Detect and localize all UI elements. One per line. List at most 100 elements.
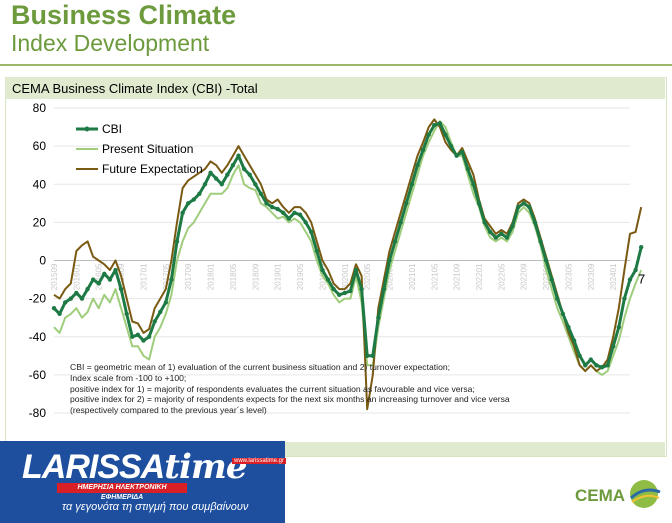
legend-label: CBI xyxy=(102,122,122,136)
x-tick-label: 202305 xyxy=(564,263,573,290)
cbi-point xyxy=(599,365,605,370)
cbi-point xyxy=(197,191,202,196)
cbi-point xyxy=(337,292,342,298)
cbi-point xyxy=(532,220,538,225)
cbi-point xyxy=(241,166,247,172)
cbi-point xyxy=(258,191,264,196)
cbi-point xyxy=(499,231,504,237)
cbi-point xyxy=(62,300,68,305)
y-tick-label: -20 xyxy=(29,292,47,306)
cbi-point xyxy=(208,170,213,176)
title-divider xyxy=(0,64,672,66)
cbi-point xyxy=(152,319,157,324)
legend-label: Future Expectation xyxy=(102,162,203,176)
cbi-point xyxy=(454,153,459,158)
x-tick-label: 201705 xyxy=(162,263,171,290)
cbi-point xyxy=(521,201,526,206)
note-line-1: CBI = geometric mean of 1) evaluation of… xyxy=(70,362,451,372)
x-tick-label: 202101 xyxy=(408,263,417,290)
cbi-point xyxy=(605,363,610,368)
cbi-point xyxy=(555,296,560,301)
cbi-point xyxy=(420,147,426,153)
cbi-point xyxy=(169,277,174,282)
cbi-point xyxy=(583,363,588,368)
cbi-point xyxy=(476,201,482,206)
x-tick-label: 201509 xyxy=(50,263,59,290)
x-tick-label: 201905 xyxy=(296,263,305,290)
cbi-point xyxy=(471,182,476,187)
cbi-point xyxy=(588,357,594,362)
cbi-point xyxy=(627,277,633,282)
cbi-point xyxy=(230,162,236,168)
cbi-point xyxy=(297,212,303,217)
cbi-point xyxy=(638,244,644,250)
series-line-1 xyxy=(53,120,643,376)
logo-tagline: τα γεγονότα τη στιγμή που συμβαίνουν xyxy=(62,501,249,513)
cbi-point xyxy=(74,290,79,296)
cbi-point xyxy=(392,239,398,244)
cbi-point xyxy=(281,210,286,216)
page-title: Business Climate xyxy=(11,0,237,30)
cbi-point xyxy=(443,132,448,137)
x-tick-label: 202205 xyxy=(497,263,506,290)
cbi-point xyxy=(398,220,403,225)
cbi-point xyxy=(415,162,420,168)
cbi-point xyxy=(465,166,471,172)
cbi-point xyxy=(90,277,96,282)
chart-note: CBI = geometric mean of 1) evaluation of… xyxy=(70,362,520,416)
cbi-point xyxy=(309,229,314,235)
cbi-point xyxy=(543,258,549,263)
cbi-point xyxy=(113,267,118,273)
cbi-point xyxy=(504,235,510,240)
cbi-point xyxy=(342,290,347,296)
cbi-point xyxy=(102,271,107,277)
larissatime-logo[interactable] xyxy=(0,441,285,523)
cbi-point xyxy=(219,182,224,187)
cbi-point xyxy=(158,309,163,315)
cbi-point xyxy=(448,143,454,149)
cbi-point xyxy=(353,267,359,273)
cbi-point xyxy=(264,201,269,206)
cema-logo: CEMA xyxy=(575,486,626,505)
x-tick-label: 202309 xyxy=(587,263,596,290)
x-tick-label: 202301 xyxy=(542,263,551,290)
y-tick-label: 0 xyxy=(39,254,46,268)
cbi-point xyxy=(286,216,292,221)
cbi-point xyxy=(275,206,280,212)
cbi-point xyxy=(180,210,185,216)
cbi-point xyxy=(79,296,85,301)
cbi-point xyxy=(549,277,554,282)
cbi-point xyxy=(141,338,146,343)
cbi-point xyxy=(247,172,252,177)
cbi-point xyxy=(594,363,599,368)
cbi-point xyxy=(331,286,336,292)
cbi-point xyxy=(432,122,437,128)
series-line-0 xyxy=(52,121,643,369)
cbi-point xyxy=(577,353,582,359)
logo-url: www.larissatime.gr xyxy=(232,458,287,464)
x-tick-label: 201805 xyxy=(229,263,238,290)
x-tick-label: 202109 xyxy=(453,263,462,290)
cbi-point xyxy=(493,235,498,240)
cbi-point xyxy=(409,182,415,187)
cbi-point xyxy=(611,344,616,349)
cbi-point xyxy=(387,258,392,263)
x-tick-label: 202001 xyxy=(341,263,350,290)
cbi-point xyxy=(571,338,577,343)
note-line-4: positive index for 2) = majority of resp… xyxy=(70,394,510,416)
x-tick-label: 202201 xyxy=(475,263,484,290)
cbi-point xyxy=(303,220,308,225)
cbi-point xyxy=(510,223,515,229)
cbi-point xyxy=(130,334,135,339)
cbi-point xyxy=(325,277,331,282)
cbi-point xyxy=(359,286,364,292)
cbi-end-label: 7 xyxy=(638,272,645,287)
cbi-point xyxy=(124,311,129,317)
y-tick-label: 80 xyxy=(33,101,47,115)
cema-globe-icon xyxy=(629,480,661,508)
cbi-point xyxy=(202,182,208,187)
x-tick-label: 202005 xyxy=(363,263,372,290)
cbi-point xyxy=(515,204,521,210)
cbi-point xyxy=(135,332,141,338)
